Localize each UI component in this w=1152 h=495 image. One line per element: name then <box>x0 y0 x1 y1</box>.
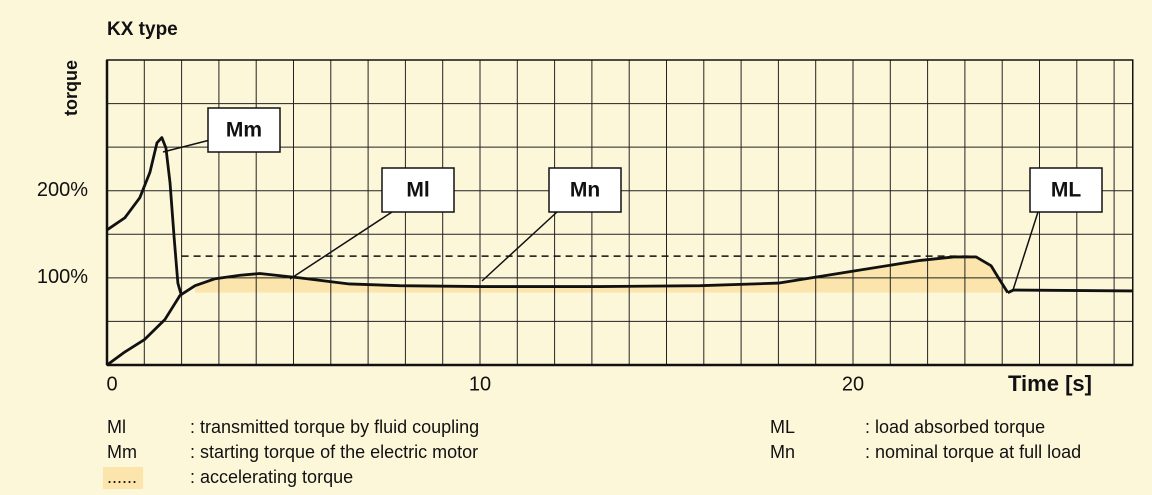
legend-text: : load absorbed torque <box>865 417 1045 437</box>
callout-label: Mn <box>570 179 600 202</box>
callout-pointer <box>162 139 211 153</box>
legend-key: Ml <box>107 417 126 437</box>
chart-title: KX type <box>107 19 178 40</box>
y-tick-label: 200% <box>37 179 88 201</box>
callout-pointer <box>1012 211 1039 291</box>
torque-line <box>106 255 1009 367</box>
torque-line <box>106 136 183 294</box>
x-tick-label: 20 <box>842 373 864 395</box>
legend-swatch <box>103 467 143 489</box>
legend-text: : accelerating torque <box>190 467 353 487</box>
legend-text: : starting torque of the electric motor <box>190 442 478 462</box>
callout-box <box>207 107 281 153</box>
callout-box <box>381 167 455 213</box>
callout-pointer <box>289 211 393 280</box>
legend-key: ML <box>770 417 795 437</box>
callout-pointer <box>481 211 558 282</box>
x-tick-label: 0 <box>106 373 117 395</box>
callout-box <box>548 167 622 213</box>
x-tick-label: 10 <box>469 373 491 395</box>
callout-box <box>1029 167 1103 213</box>
legend-text: : transmitted torque by fluid coupling <box>190 417 479 437</box>
legend-key: Mn <box>770 442 795 462</box>
callout-label: Mm <box>226 119 262 142</box>
accelerating-area <box>195 256 1008 293</box>
legend-text: : nominal torque at full load <box>865 442 1081 462</box>
y-axis-label: torque <box>61 60 81 116</box>
legend-key: ...... <box>107 467 137 487</box>
callout-label: ML <box>1051 179 1081 202</box>
legend-key: Mm <box>107 442 137 462</box>
y-tick-label: 100% <box>37 266 88 288</box>
x-axis-label: Time [s] <box>1008 371 1092 396</box>
callout-label: Ml <box>406 179 429 202</box>
